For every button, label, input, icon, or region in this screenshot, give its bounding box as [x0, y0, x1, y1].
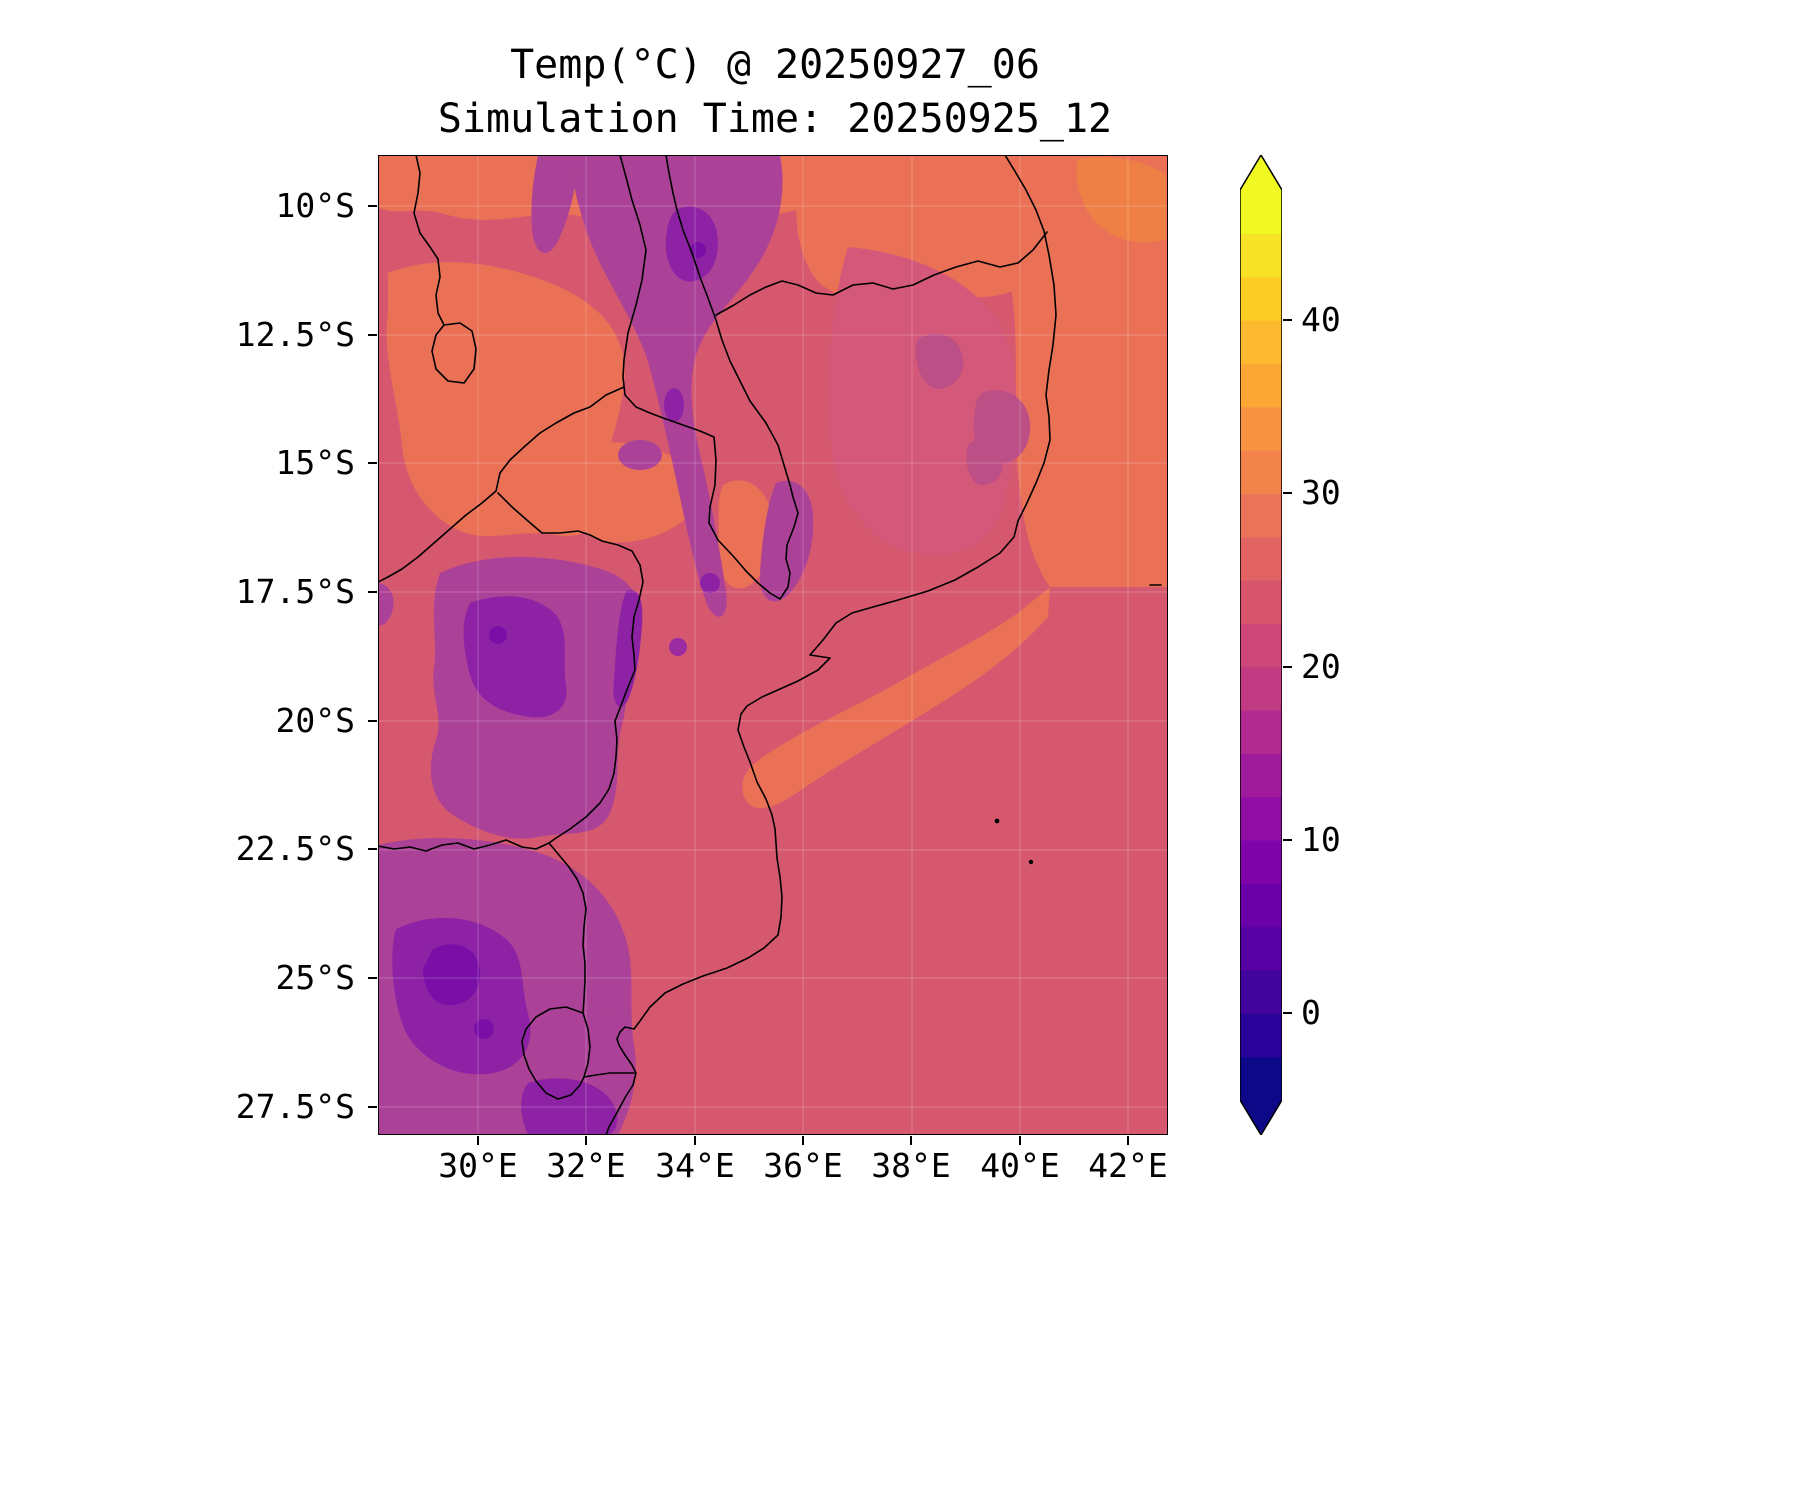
zimbabwe-mozambique-border: [497, 492, 644, 844]
axis-tick: [1283, 319, 1292, 321]
axis-tick: [368, 334, 377, 336]
eswatini-border: [521, 1006, 591, 1100]
drc-pedicle-border: [413, 155, 477, 384]
axis-tick: [694, 1136, 696, 1145]
axis-tick: [368, 205, 377, 207]
axis-tick: [585, 1136, 587, 1145]
lat-tick-label: 10°S: [275, 186, 355, 225]
colorbar-tick-label: 10: [1301, 820, 1341, 859]
lon-tick-label: 36°E: [763, 1146, 843, 1185]
zambia-border: [378, 386, 625, 583]
island-dot-2: [1028, 859, 1034, 865]
axis-tick: [477, 1136, 479, 1145]
temperature-field: [378, 155, 1168, 1135]
axis-tick: [802, 1136, 804, 1145]
axis-tick: [1283, 666, 1292, 668]
southafrica-mozambique-border: [548, 842, 587, 1014]
lat-tick-label: 12.5°S: [235, 315, 355, 354]
lat-tick-label: 27.5°S: [235, 1087, 355, 1126]
axis-tick: [1283, 1012, 1292, 1014]
limpopo-border: [378, 839, 550, 852]
southafrica-mozambique-border-south: [583, 1072, 635, 1078]
colorbar: [1239, 153, 1283, 1137]
lon-tick-label: 34°E: [655, 1146, 735, 1185]
axis-tick: [368, 462, 377, 464]
axis-tick: [1019, 1136, 1021, 1145]
colorbar-tick-label: 20: [1301, 647, 1341, 686]
lat-tick-label: 20°S: [275, 701, 355, 740]
axis-tick: [368, 720, 377, 722]
rovuma-border: [715, 231, 1048, 316]
colorbar-tick-label: 40: [1301, 300, 1341, 339]
axis-tick: [368, 977, 377, 979]
island-dot-1: [994, 818, 1000, 824]
figure-title: Temp(°C) @ 20250927_06: [510, 42, 1040, 88]
lat-tick-label: 25°S: [275, 958, 355, 997]
graticule: [378, 155, 1168, 1135]
axis-tick: [368, 1106, 377, 1108]
lat-tick-label: 22.5°S: [235, 829, 355, 868]
axis-tick: [368, 591, 377, 593]
axis-tick: [1283, 492, 1292, 494]
lon-tick-label: 38°E: [871, 1146, 951, 1185]
colorbar-gradient: [1239, 153, 1283, 1139]
colorbar-tick-label: 30: [1301, 473, 1341, 512]
lon-tick-label: 40°E: [980, 1146, 1060, 1185]
malawi-border: [619, 155, 799, 600]
axis-tick: [1127, 1136, 1129, 1145]
coastline-border: [605, 155, 1057, 1135]
lon-tick-label: 30°E: [438, 1146, 518, 1185]
axis-tick: [368, 848, 377, 850]
lon-tick-label: 32°E: [546, 1146, 626, 1185]
temperature-map: [378, 155, 1168, 1135]
country-borders: [378, 155, 1162, 1135]
axis-tick: [1283, 839, 1292, 841]
axis-tick: [910, 1136, 912, 1145]
lat-tick-label: 15°S: [275, 443, 355, 482]
figure-subtitle: Simulation Time: 20250925_12: [437, 96, 1113, 142]
lon-tick-label: 42°E: [1088, 1146, 1168, 1185]
lat-tick-label: 17.5°S: [235, 572, 355, 611]
colorbar-tick-label: 0: [1301, 993, 1321, 1032]
